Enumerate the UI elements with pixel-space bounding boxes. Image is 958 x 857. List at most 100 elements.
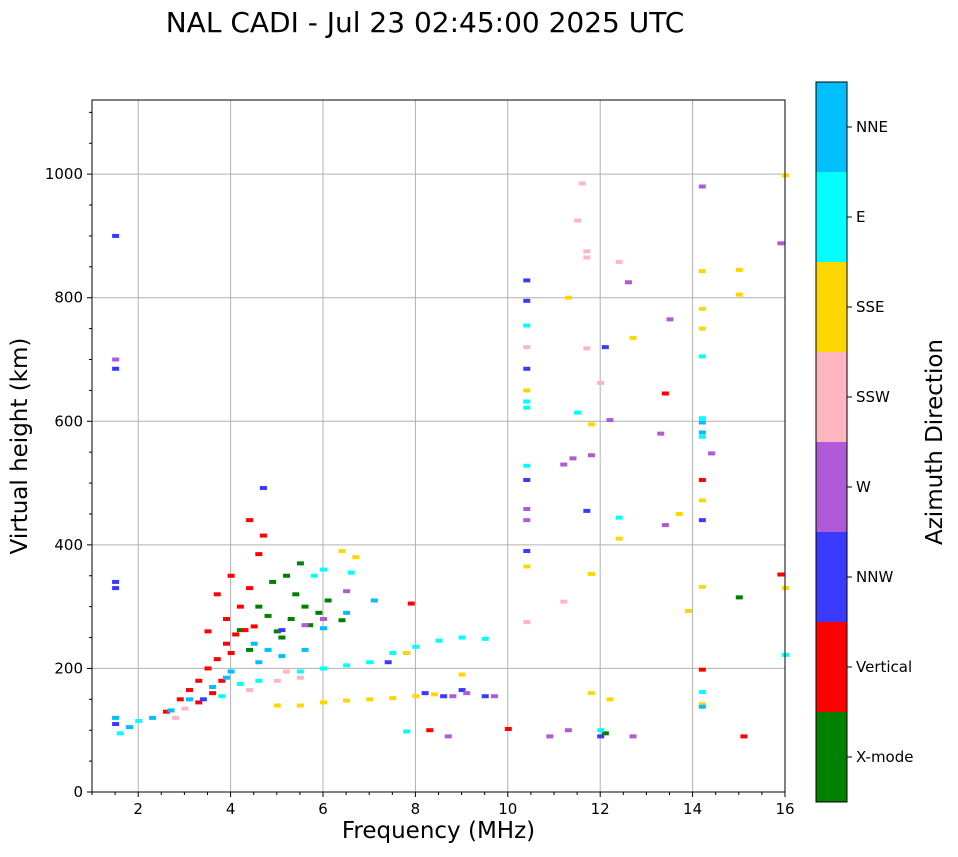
- echo-point-nnw: [384, 660, 392, 665]
- echo-point-sse: [587, 571, 595, 576]
- echo-point-nne: [278, 654, 286, 659]
- echo-point-nnw: [458, 688, 466, 693]
- echo-point-sse: [615, 536, 623, 541]
- echo-point-ssw: [246, 688, 254, 693]
- echo-point-vertical: [218, 678, 226, 683]
- echo-point-nnw: [583, 508, 591, 513]
- echo-point-w: [606, 418, 614, 423]
- grid-lines: [92, 100, 786, 793]
- echo-point-nne: [698, 704, 706, 709]
- colorbar: X-mode Vertical NNW W SSW SSE E NNE: [815, 81, 913, 803]
- echo-point-e: [310, 573, 318, 578]
- echo-point-w: [463, 691, 471, 696]
- x-axis: 2 4 6 8 10 12 14 16: [91, 792, 795, 818]
- echo-point-e: [523, 463, 531, 468]
- echo-point-ssw: [283, 669, 291, 674]
- echo-point-e: [523, 405, 531, 410]
- echo-point-vertical: [255, 552, 263, 557]
- echo-point-nne: [227, 669, 235, 674]
- echo-point-sse: [629, 335, 637, 340]
- echo-point-vertical: [407, 601, 415, 606]
- echo-point-e: [481, 636, 489, 641]
- echo-point-ssw: [181, 706, 189, 711]
- echo-point-x-mode: [338, 618, 346, 623]
- echo-point-e: [597, 728, 605, 733]
- echo-point-vertical: [661, 391, 669, 396]
- colorbar-segment: [816, 262, 847, 352]
- y-tick-label: 800: [54, 289, 83, 307]
- colorbar-segment: [816, 172, 847, 262]
- echo-point-sse: [320, 700, 327, 705]
- echo-point-ssw: [560, 599, 568, 604]
- echo-point-e: [296, 669, 304, 674]
- echo-point-vertical: [209, 691, 217, 696]
- echo-point-w: [569, 456, 577, 461]
- echo-point-e: [698, 416, 706, 421]
- echo-point-nnw: [481, 694, 489, 699]
- echo-point-nnw: [523, 366, 531, 371]
- echo-point-ssw: [273, 678, 281, 683]
- echo-point-vertical: [777, 572, 785, 577]
- echo-point-ssw: [574, 218, 582, 223]
- echo-point-e: [698, 434, 706, 439]
- plot-frame: [91, 99, 786, 793]
- echo-point-w: [587, 453, 595, 458]
- echo-point-vertical: [698, 667, 706, 672]
- echo-point-vertical: [227, 573, 235, 578]
- echo-point-sse: [343, 698, 351, 703]
- echo-point-vertical: [195, 678, 203, 683]
- colorbar-tick-label: E: [856, 208, 865, 226]
- echo-point-vertical: [204, 666, 212, 671]
- x-tick-label: 6: [318, 800, 328, 818]
- colorbar-segment: [816, 82, 847, 172]
- echo-point-w: [112, 357, 120, 362]
- echo-point-vertical: [246, 586, 254, 591]
- echo-point-x-mode: [301, 604, 309, 609]
- echo-point-x-mode: [296, 561, 304, 566]
- echo-point-e: [698, 354, 706, 359]
- echo-point-sse: [698, 702, 706, 707]
- y-tick-label: 200: [54, 659, 83, 677]
- colorbar-tick-label: SSE: [856, 298, 885, 316]
- echo-point-x-mode: [735, 595, 743, 600]
- echo-point-vertical: [236, 604, 244, 609]
- echo-point-x-mode: [273, 629, 281, 634]
- echo-point-vertical: [698, 477, 706, 482]
- echo-point-e: [523, 323, 531, 328]
- colorbar-tick-label: SSW: [856, 388, 890, 406]
- echo-point-nne: [167, 708, 175, 713]
- echo-point-nne: [186, 697, 194, 702]
- echo-point-vertical: [195, 700, 203, 705]
- echo-point-nne: [370, 598, 378, 603]
- echo-point-vertical: [250, 624, 258, 629]
- echo-point-sse: [698, 584, 706, 589]
- y-tick-label: 600: [54, 412, 83, 430]
- echo-point-e: [403, 729, 411, 734]
- y-axis-label: Virtual height (km): [7, 337, 33, 555]
- echo-point-x-mode: [324, 598, 332, 603]
- echo-point-x-mode: [269, 579, 277, 584]
- echo-point-nne: [222, 675, 230, 680]
- echo-point-ssw: [296, 675, 304, 680]
- echo-point-e: [116, 731, 124, 736]
- chart-title: NAL CADI - Jul 23 02:45:00 2025 UTC: [165, 6, 685, 39]
- echo-point-w: [657, 431, 665, 436]
- echo-point-x-mode: [264, 613, 272, 618]
- echo-point-vertical: [222, 641, 230, 646]
- echo-point-sse: [338, 549, 346, 554]
- echo-point-e: [320, 666, 327, 671]
- echo-point-sse: [698, 269, 706, 274]
- echo-point-w: [523, 507, 531, 512]
- x-tick-label: 8: [411, 800, 421, 818]
- echo-point-ssw: [597, 380, 605, 385]
- echo-point-vertical: [204, 629, 212, 634]
- echo-point-x-mode: [287, 617, 295, 621]
- echo-point-nne: [301, 647, 309, 652]
- x-tick-label: 14: [683, 800, 702, 818]
- echo-point-sse: [430, 692, 438, 697]
- echo-point-w: [301, 623, 309, 628]
- echo-point-ssw: [583, 249, 591, 254]
- colorbar-frame: [815, 81, 848, 803]
- y-tick-label: 400: [54, 536, 83, 554]
